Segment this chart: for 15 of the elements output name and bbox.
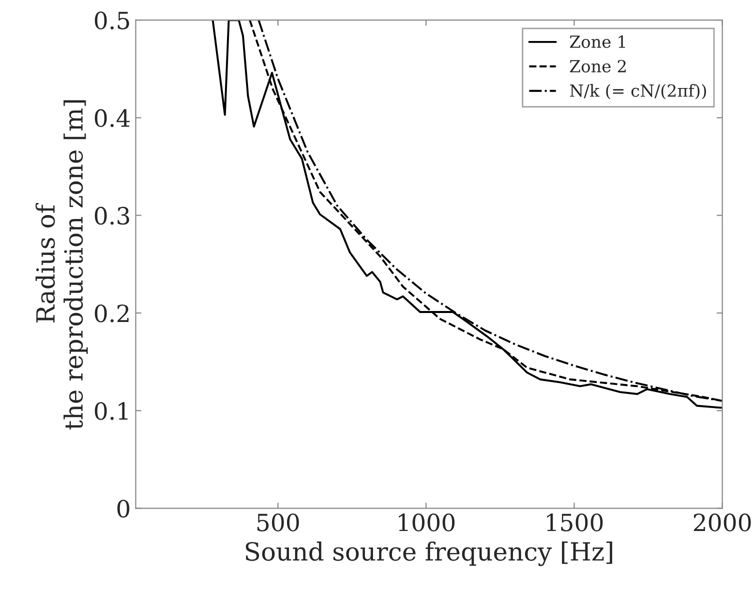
x-tick-label: 1000 bbox=[398, 514, 455, 532]
legend-label: Zone 2 bbox=[570, 60, 626, 72]
y-axis-title: Radius of the reproduction zone [m] bbox=[36, 100, 88, 430]
y-tick-label: 0 bbox=[117, 500, 130, 518]
y-tick-label: 0.5 bbox=[94, 12, 130, 30]
y-tick-label: 0.1 bbox=[94, 402, 128, 420]
y-tick-label: 0.3 bbox=[94, 206, 130, 225]
x-tick-label: 500 bbox=[257, 514, 299, 532]
x-axis-title: Sound source frequency [Hz] bbox=[246, 542, 612, 566]
y-tick-label: 0.2 bbox=[94, 304, 129, 322]
y-tick-label: 0.4 bbox=[94, 109, 130, 128]
legend-label: N/k (= cN/(2πf)) bbox=[570, 84, 706, 100]
x-tick-label: 1500 bbox=[547, 514, 603, 532]
x-tick-label: 2000 bbox=[694, 514, 751, 532]
legend-label: Zone 1 bbox=[570, 35, 625, 48]
